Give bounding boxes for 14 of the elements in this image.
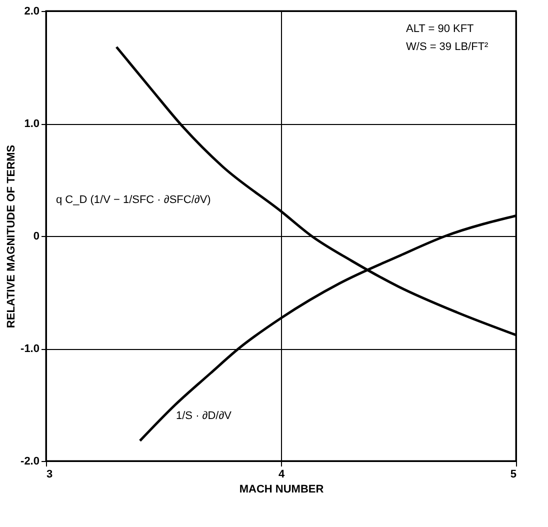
y-tick-label: 1.0 bbox=[24, 118, 40, 130]
y-tick-label: 2.0 bbox=[24, 6, 40, 18]
series-label: 1/S · ∂D/∂V bbox=[176, 410, 232, 422]
annotation: W/S = 39 LB/FT² bbox=[406, 41, 489, 53]
x-tick-label: 5 bbox=[510, 468, 516, 480]
text: q C_D (1/V − 1/SFC · ∂SFC/∂V) bbox=[56, 194, 211, 206]
y-tick-label: -1.0 bbox=[20, 343, 40, 355]
annotation: ALT = 90 KFT bbox=[406, 23, 474, 35]
y-axis-title: RELATIVE MAGNITUDE OF TERMS bbox=[6, 144, 18, 328]
y-tick-label: -2.0 bbox=[20, 456, 40, 468]
x-axis-title: MACH NUMBER bbox=[239, 484, 324, 496]
y-tick-label: 0 bbox=[33, 230, 40, 242]
x-tick-label: 3 bbox=[46, 468, 53, 480]
x-tick-label: 4 bbox=[278, 468, 286, 480]
